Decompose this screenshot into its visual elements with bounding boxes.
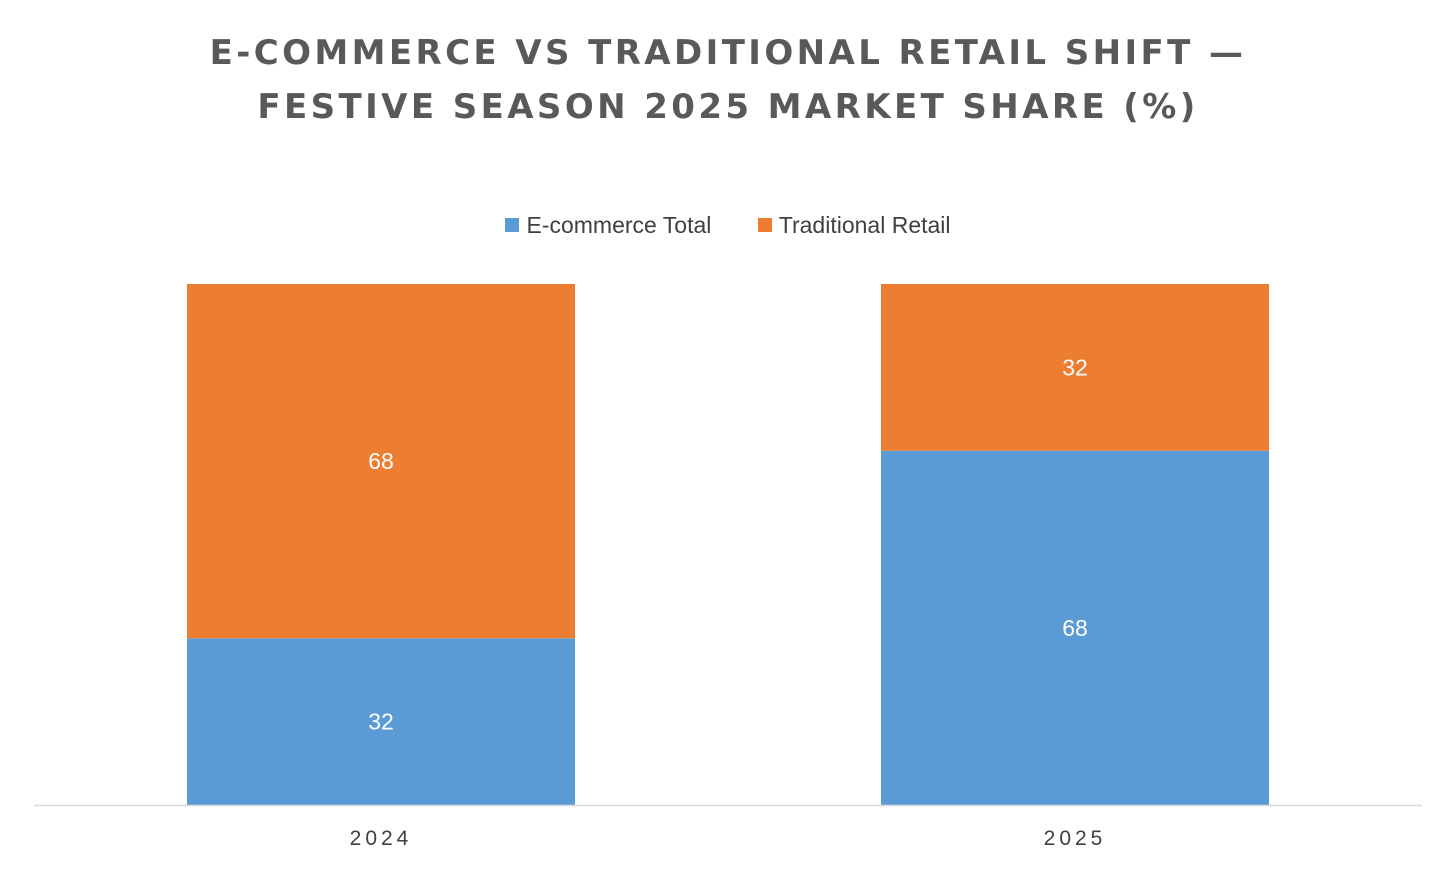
legend-entry-ecommerce[interactable]: E-commerce Total (505, 210, 711, 240)
legend-swatch-ecommerce (505, 218, 520, 232)
legend-label-ecommerce: E-commerce Total (526, 212, 712, 238)
data-label-traditional-retail-2025: 32 (1062, 354, 1088, 380)
chart-legend: E-commerce Total Traditional Retail (0, 209, 1456, 240)
bar-traditional-retail-2025[interactable] (881, 284, 1269, 451)
bar-traditional-retail-2024[interactable] (187, 284, 575, 639)
legend-entry-traditional-retail[interactable]: Traditional Retail (757, 210, 951, 240)
data-label-traditional-retail-2024: 68 (368, 448, 394, 474)
data-label-e-commerce-total-2024: 32 (368, 709, 394, 735)
chart-title: E-COMMERCE VS TRADITIONAL RETAIL SHIFT —… (0, 26, 1456, 134)
bar-e-commerce-total-2024[interactable] (187, 638, 575, 805)
legend-label-traditional-retail: Traditional Retail (778, 212, 951, 238)
data-label-e-commerce-total-2025: 68 (1062, 615, 1088, 641)
bar-e-commerce-total-2025[interactable] (881, 450, 1269, 805)
x-tick-label-2025: 2025 (1044, 827, 1107, 850)
x-tick-label-2024: 2024 (350, 827, 413, 850)
legend-swatch-traditional-retail (757, 218, 772, 232)
chart-title-line-1: E-COMMERCE VS TRADITIONAL RETAIL SHIFT — (209, 33, 1247, 73)
chart-title-line-2: FESTIVE SEASON 2025 MARKET SHARE (%) (257, 87, 1199, 127)
